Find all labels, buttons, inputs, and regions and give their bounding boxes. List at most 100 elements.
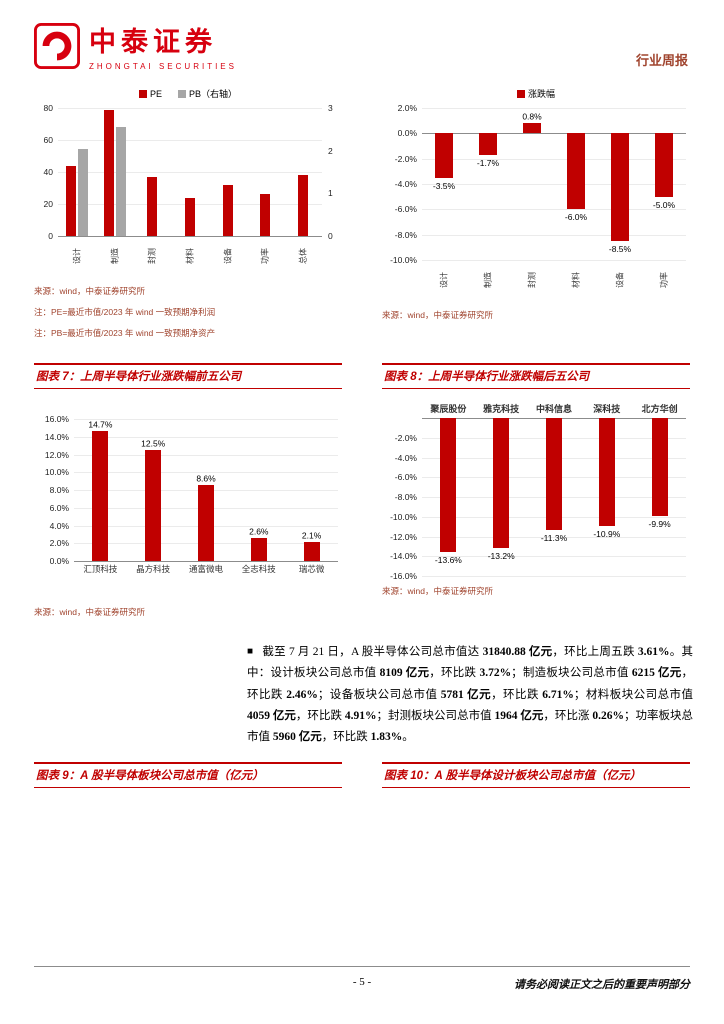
x-axis-label: 封测	[527, 272, 537, 288]
x-axis-label: 瑞芯微	[298, 564, 325, 574]
sector-change-plot-area: 2.0% 0.0% -2.0% -4.0% -6.0% -8.0% -10.0% -3.5% -…	[390, 103, 686, 265]
x-axis-label: 制造	[110, 248, 120, 264]
bar	[260, 194, 271, 236]
data-label: -9.9%	[648, 518, 671, 529]
bar	[65, 165, 76, 236]
bar	[651, 418, 668, 516]
x-axis-label: 设备	[615, 272, 625, 288]
x-axis-label: 汇顶科技	[83, 564, 118, 574]
y-axis-tick-label: 4.0%	[49, 520, 69, 531]
data-label: -8.5%	[608, 244, 632, 254]
data-label: 2.1%	[301, 530, 322, 541]
gridline	[74, 454, 338, 456]
bar	[440, 418, 457, 553]
gridline	[422, 536, 686, 538]
gridline	[58, 172, 322, 173]
gridline	[422, 576, 686, 577]
y-axis-tick-label: 12.0%	[44, 449, 69, 460]
bar	[92, 430, 109, 561]
gridline	[58, 140, 322, 141]
pb-definition-note: 注：PB=最近市值/2023 年 wind 一致预期净资产	[34, 328, 216, 338]
y-axis-tick-label: 20	[43, 199, 53, 209]
legend-item: PE	[138, 87, 162, 100]
y-axis-tick-label: 80	[43, 103, 53, 113]
data-label: 12.5%	[141, 438, 166, 449]
gridline	[74, 472, 338, 474]
pe-pb-legend: PE PB（右轴）	[34, 87, 342, 100]
x-axis-label: 深科技	[593, 404, 621, 414]
y-axis-tick-label: -10.0%	[390, 255, 417, 265]
pe-pb-bar-chart: PE PB（右轴） 80 60 40 20 0 3 2 1 0 设计 制造 封测 材料 设备 功率 总体 来源…	[34, 87, 342, 339]
y-axis-tick-label: -16.0%	[390, 571, 417, 581]
bullet-marker: ■	[247, 646, 254, 657]
legend-label: PE	[149, 88, 162, 99]
y-axis-tick-label: -14.0%	[390, 551, 417, 562]
legend-swatch	[138, 89, 147, 98]
data-label: -13.2%	[487, 551, 515, 562]
top-losers-source: 来源：wind，中泰证券研究所	[382, 586, 493, 596]
sector-change-source: 来源：wind，中泰证券研究所	[382, 310, 493, 320]
page-footer: - 5 - 请务必阅读正文之后的重要声明部分	[34, 966, 690, 992]
legend-label: PB（右轴）	[189, 89, 238, 99]
bar	[250, 537, 267, 561]
top-losers-x-axis: 聚辰股份 雅克科技 中科信息 深科技 北方华创	[422, 401, 686, 418]
bar	[598, 418, 615, 526]
footer-row: - 5 - 请务必阅读正文之后的重要声明部分	[34, 976, 690, 992]
data-label: 8.6%	[196, 473, 216, 484]
y-axis-tick-label: 2.0%	[397, 103, 417, 113]
y-axis-tick-label: -10.0%	[390, 511, 417, 522]
right-axis-tick-label: 3	[328, 103, 333, 113]
footer-divider	[34, 966, 690, 967]
logo-text: 中泰证券 ZHONGTAI SECURITIES	[89, 20, 237, 71]
y-axis-tick-label: 40	[43, 167, 53, 177]
zero-axis-line	[58, 236, 322, 237]
pe-pb-plot-area: 80 60 40 20 0 3 2 1 0	[44, 103, 333, 241]
y-axis-tick-label: 10.0%	[44, 467, 69, 478]
figure-titles-row-2: 图表 9：A 股半导体板块公司总市值（亿元） 图表 10：A 股半导体设计板块公…	[0, 762, 724, 789]
top-gainers-x-axis: 汇顶科技 晶方科技 通富微电 全志科技 瑞芯微	[74, 561, 338, 597]
x-axis-label: 功率	[260, 248, 270, 264]
figure8-title: 图表 8：上周半导体行业涨跌幅后五公司	[382, 363, 690, 389]
zero-axis-line	[422, 133, 686, 135]
legend-swatch	[516, 89, 525, 98]
report-type-label: 行业周报	[635, 53, 688, 68]
sector-change-legend: 涨跌幅	[382, 87, 690, 100]
data-label: 14.7%	[88, 419, 113, 430]
legend-swatch	[178, 89, 186, 98]
x-axis-label: 北方华创	[641, 404, 678, 414]
y-axis-tick-label: -8.0%	[394, 492, 417, 502]
y-axis-tick-label: 14.0%	[44, 431, 69, 442]
gridline	[422, 234, 686, 236]
top-gainers-bar-chart: 16.0% 14.0% 12.0% 10.0% 8.0% 6.0% 4.0% 2.0% 0.0%…	[34, 401, 342, 618]
page-number: - 5 -	[352, 976, 372, 988]
data-label: -1.7%	[476, 157, 500, 168]
data-label: 2.6%	[249, 526, 269, 537]
x-axis-label: 晶方科技	[136, 564, 171, 574]
gridline	[422, 108, 686, 109]
market-cap-summary-paragraph: ■ 截至 7 月 21 日，A 股半导体公司总市值达 31840.88 亿元，环比…	[247, 642, 693, 748]
bar	[222, 184, 233, 236]
x-axis-label: 设计	[72, 248, 82, 264]
y-axis-tick-label: -2.0%	[394, 432, 417, 443]
pe-definition-note: 注：PE=最近市值/2023 年 wind 一致预期净利润	[34, 307, 216, 317]
bar	[77, 148, 88, 236]
y-axis-tick-label: -12.0%	[390, 531, 417, 542]
x-axis-label: 封测	[147, 248, 157, 264]
bar	[198, 484, 214, 561]
x-axis-label: 全志科技	[241, 564, 276, 574]
top-losers-bar-chart: 聚辰股份 雅克科技 中科信息 深科技 北方华创 -2.0% -4.0% -6.0% -8.0%…	[382, 401, 690, 618]
x-axis-label: 功率	[659, 272, 669, 288]
gridline	[422, 556, 686, 558]
y-axis-tick-label: 60	[43, 135, 53, 145]
data-label: -5.0%	[652, 199, 676, 210]
top-gainers-plot-area: 16.0% 14.0% 12.0% 10.0% 8.0% 6.0% 4.0% 2.0% 0.0%…	[45, 414, 338, 566]
bar	[523, 123, 541, 134]
data-label: -10.9%	[593, 528, 621, 539]
figure7-title: 图表 7：上周半导体行业涨跌幅前五公司	[34, 363, 342, 389]
x-axis-label: 设计	[439, 272, 449, 288]
bar	[103, 109, 114, 236]
y-axis-tick-label: 8.0%	[49, 485, 69, 495]
gridline	[74, 436, 338, 438]
legend-label: 涨跌幅	[527, 89, 555, 99]
